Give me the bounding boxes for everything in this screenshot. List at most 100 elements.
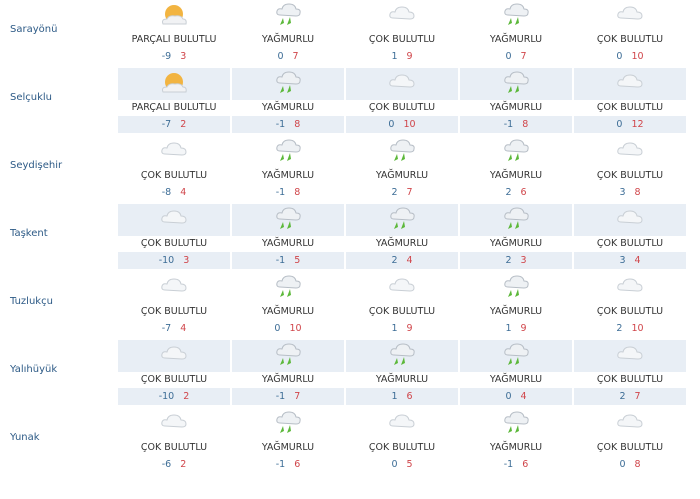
condition-label: YAĞMURLU: [261, 34, 315, 45]
forecast-cell: YAĞMURLU -1 8: [232, 68, 344, 134]
condition-label: ÇOK BULUTLU: [140, 374, 208, 385]
temperature: -1 5: [232, 252, 344, 269]
min-temp: 2: [505, 255, 512, 266]
location-name[interactable]: Tuzlukçu: [10, 296, 53, 307]
condition-label: YAĞMURLU: [489, 170, 543, 181]
condition-label: YAĞMURLU: [375, 374, 429, 385]
rain-icon: [460, 340, 572, 372]
rain-icon: [346, 204, 458, 236]
min-temp: 0: [391, 459, 398, 470]
temperature: -9 3: [118, 48, 230, 65]
max-temp: 6: [520, 187, 527, 198]
temperature: -1 8: [232, 184, 344, 201]
condition-label: ÇOK BULUTLU: [140, 306, 208, 317]
condition-label: ÇOK BULUTLU: [368, 34, 436, 45]
min-temp: 0: [274, 323, 281, 334]
forecast-cell: ÇOK BULUTLU 0 10: [346, 68, 458, 134]
cloudy-icon: [346, 0, 458, 32]
condition-label: ÇOK BULUTLU: [596, 102, 664, 113]
cloudy-icon: [346, 68, 458, 100]
max-temp: 8: [634, 187, 641, 198]
temperature: 0 10: [346, 116, 458, 133]
temperature: 2 10: [574, 320, 686, 337]
min-temp: 0: [277, 51, 284, 62]
condition-label: ÇOK BULUTLU: [596, 442, 664, 453]
min-temp: 3: [619, 255, 626, 266]
min-temp: 1: [391, 323, 398, 334]
condition-label: YAĞMURLU: [489, 102, 543, 113]
location-name[interactable]: Seydişehir: [10, 160, 63, 171]
forecast-cell: PARÇALI BULUTLU -9 3: [118, 0, 230, 66]
condition-label: YAĞMURLU: [261, 238, 315, 249]
temperature: -1 7: [232, 388, 344, 405]
max-temp: 6: [522, 459, 529, 470]
min-temp: 1: [391, 391, 398, 402]
condition-label: YAĞMURLU: [489, 34, 543, 45]
max-temp: 9: [406, 51, 413, 62]
rain-icon: [232, 340, 344, 372]
temperature: -6 2: [118, 456, 230, 473]
min-temp: -1: [503, 459, 514, 470]
max-temp: 6: [406, 391, 413, 402]
min-temp: 0: [619, 459, 626, 470]
partly-cloudy-icon: [118, 68, 230, 100]
max-temp: 4: [180, 323, 187, 334]
cloudy-icon: [574, 136, 686, 168]
forecast-cell: YAĞMURLU -1 6: [460, 408, 572, 474]
location-name[interactable]: Selçuklu: [10, 92, 53, 103]
cloudy-icon: [574, 272, 686, 304]
temperature: -8 4: [118, 184, 230, 201]
forecast-cell: YAĞMURLU -1 6: [232, 408, 344, 474]
location-name[interactable]: Sarayönü: [10, 24, 58, 35]
min-temp: 0: [505, 51, 512, 62]
min-temp: -1: [503, 119, 514, 130]
location-name[interactable]: Taşkent: [10, 228, 48, 239]
rain-icon: [460, 68, 572, 100]
condition-label: YAĞMURLU: [261, 374, 315, 385]
temperature: 0 10: [574, 48, 686, 65]
location-name[interactable]: Yunak: [10, 432, 40, 443]
condition-label: ÇOK BULUTLU: [596, 306, 664, 317]
max-temp: 8: [294, 119, 301, 130]
condition-label: YAĞMURLU: [489, 374, 543, 385]
max-temp: 8: [294, 187, 301, 198]
max-temp: 7: [294, 391, 301, 402]
min-temp: -1: [275, 255, 286, 266]
condition-label: ÇOK BULUTLU: [140, 170, 208, 181]
min-temp: 3: [619, 187, 626, 198]
forecast-cell: YAĞMURLU -1 7: [232, 340, 344, 406]
location-row: Seydişehir ÇOK BULUTLU -8 4 YAĞMURLU -1 8 …: [0, 136, 688, 202]
max-temp: 2: [180, 459, 187, 470]
rain-icon: [460, 0, 572, 32]
temperature: 0 10: [232, 320, 344, 337]
min-temp: -1: [275, 187, 286, 198]
location-name[interactable]: Yalıhüyük: [10, 364, 58, 375]
condition-label: YAĞMURLU: [261, 102, 315, 113]
cloudy-icon: [574, 0, 686, 32]
condition-label: ÇOK BULUTLU: [368, 102, 436, 113]
condition-label: ÇOK BULUTLU: [140, 238, 208, 249]
min-temp: -10: [158, 255, 175, 266]
cloudy-icon: [118, 408, 230, 440]
forecast-cell: YAĞMURLU -1 8: [232, 136, 344, 202]
forecast-cell: YAĞMURLU -1 8: [460, 68, 572, 134]
condition-label: ÇOK BULUTLU: [140, 442, 208, 453]
cloudy-icon: [346, 408, 458, 440]
min-temp: 2: [391, 255, 398, 266]
condition-label: YAĞMURLU: [261, 442, 315, 453]
condition-label: ÇOK BULUTLU: [596, 238, 664, 249]
